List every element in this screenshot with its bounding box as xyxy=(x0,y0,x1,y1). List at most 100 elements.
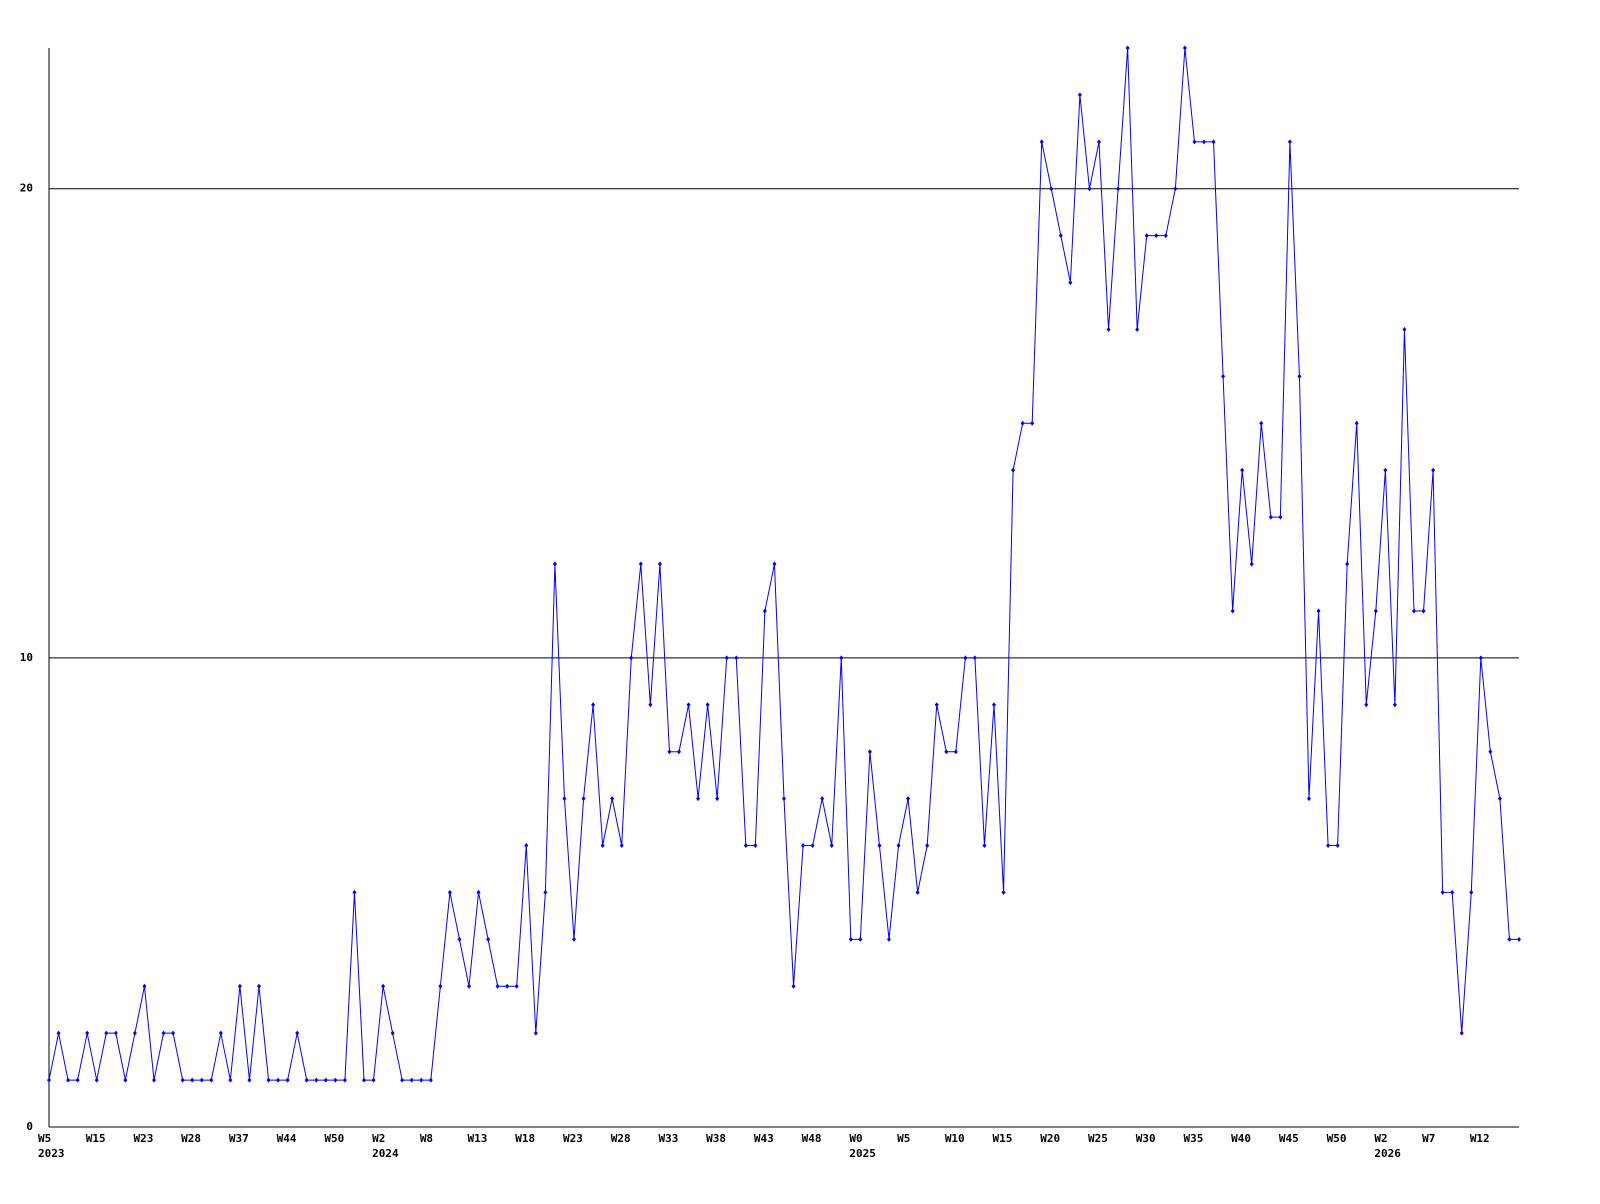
data-point xyxy=(199,1077,204,1083)
data-point xyxy=(829,843,834,849)
data-point xyxy=(1383,467,1388,473)
data-point xyxy=(887,936,891,942)
x-tick-label: W12 xyxy=(1470,1132,1490,1145)
data-point xyxy=(390,1030,395,1036)
data-point xyxy=(906,796,911,802)
data-point xyxy=(486,936,491,942)
data-point xyxy=(295,1030,300,1036)
data-point xyxy=(1421,608,1426,614)
data-point xyxy=(782,796,786,802)
data-point xyxy=(381,983,386,989)
data-point xyxy=(1039,139,1044,145)
data-point xyxy=(1278,514,1283,520)
data-point xyxy=(505,983,510,989)
data-point xyxy=(180,1077,185,1083)
data-point xyxy=(495,983,500,989)
x-tick-label: W18 xyxy=(515,1132,535,1145)
data-point xyxy=(285,1077,290,1083)
x-tick-label: W8 xyxy=(420,1132,433,1145)
data-point xyxy=(247,1077,252,1083)
data-point xyxy=(314,1077,319,1083)
data-point xyxy=(867,749,872,755)
data-point xyxy=(152,1077,156,1083)
data-point xyxy=(848,936,853,942)
data-point xyxy=(342,1077,347,1083)
data-point xyxy=(228,1077,233,1083)
x-tick-label: W35 xyxy=(1183,1132,1203,1145)
data-point xyxy=(858,936,863,942)
data-point xyxy=(543,889,548,895)
data-point xyxy=(1307,796,1311,802)
data-line xyxy=(48,47,1519,1081)
data-point xyxy=(171,1030,176,1036)
data-point xyxy=(447,889,452,895)
data-point xyxy=(1287,139,1292,145)
data-point xyxy=(877,843,882,849)
data-point xyxy=(762,608,767,614)
data-point xyxy=(237,983,242,989)
x-tick-label: W5 xyxy=(38,1132,51,1145)
x-tick-label: W15 xyxy=(86,1132,106,1145)
data-point xyxy=(438,983,443,989)
x-tick-label: W48 xyxy=(802,1132,822,1145)
data-point xyxy=(209,1077,214,1083)
data-point xyxy=(572,936,576,942)
x-tick-label: W45 xyxy=(1279,1132,1299,1145)
year-label: 2026 xyxy=(1374,1147,1401,1160)
data-point xyxy=(1202,139,1206,145)
x-tick-label: W13 xyxy=(468,1132,488,1145)
x-tick-label: W23 xyxy=(133,1132,153,1145)
data-point xyxy=(276,1077,281,1083)
data-point xyxy=(1211,139,1216,145)
data-point xyxy=(934,702,939,708)
data-point xyxy=(1268,514,1273,520)
data-point xyxy=(1068,280,1073,286)
data-point xyxy=(1049,186,1054,192)
data-point xyxy=(66,1077,71,1083)
data-point xyxy=(85,1030,90,1036)
data-point xyxy=(992,702,996,708)
data-point xyxy=(514,983,519,989)
x-tick-label: W2 xyxy=(1374,1132,1387,1145)
data-point xyxy=(1507,936,1512,942)
x-tick-label: W25 xyxy=(1088,1132,1108,1145)
data-point xyxy=(1517,936,1521,942)
x-tick-label: W40 xyxy=(1231,1132,1251,1145)
x-tick-label: W43 xyxy=(754,1132,774,1145)
data-point xyxy=(1001,889,1006,895)
x-tick-label: W50 xyxy=(324,1132,344,1145)
data-point xyxy=(686,702,691,708)
data-point xyxy=(1364,702,1369,708)
data-point xyxy=(820,796,825,802)
data-point xyxy=(1221,373,1226,379)
x-tick-label: W37 xyxy=(229,1132,249,1145)
data-point xyxy=(218,1030,223,1036)
data-point xyxy=(352,889,357,895)
data-point xyxy=(925,843,930,849)
x-tick-label: W33 xyxy=(658,1132,678,1145)
x-tick-label: W7 xyxy=(1422,1132,1435,1145)
data-point xyxy=(839,655,844,661)
data-point xyxy=(715,796,720,802)
data-point xyxy=(1182,45,1187,51)
data-point xyxy=(562,796,567,802)
data-point xyxy=(94,1077,99,1083)
x-tick-label: W44 xyxy=(277,1132,297,1145)
data-point xyxy=(1478,655,1483,661)
data-point xyxy=(1488,749,1493,755)
data-point xyxy=(1326,843,1331,849)
year-label: 2024 xyxy=(372,1147,399,1160)
data-point xyxy=(1440,889,1445,895)
data-point xyxy=(1335,843,1340,849)
data-point xyxy=(1020,420,1025,426)
data-point xyxy=(1144,233,1149,239)
data-point xyxy=(982,843,987,849)
data-point xyxy=(1450,889,1455,895)
data-point xyxy=(113,1030,118,1036)
data-point xyxy=(161,1030,166,1036)
data-point xyxy=(400,1077,405,1083)
data-point xyxy=(953,749,958,755)
data-point xyxy=(772,561,777,567)
data-point xyxy=(362,1077,366,1083)
data-point xyxy=(104,1030,109,1036)
